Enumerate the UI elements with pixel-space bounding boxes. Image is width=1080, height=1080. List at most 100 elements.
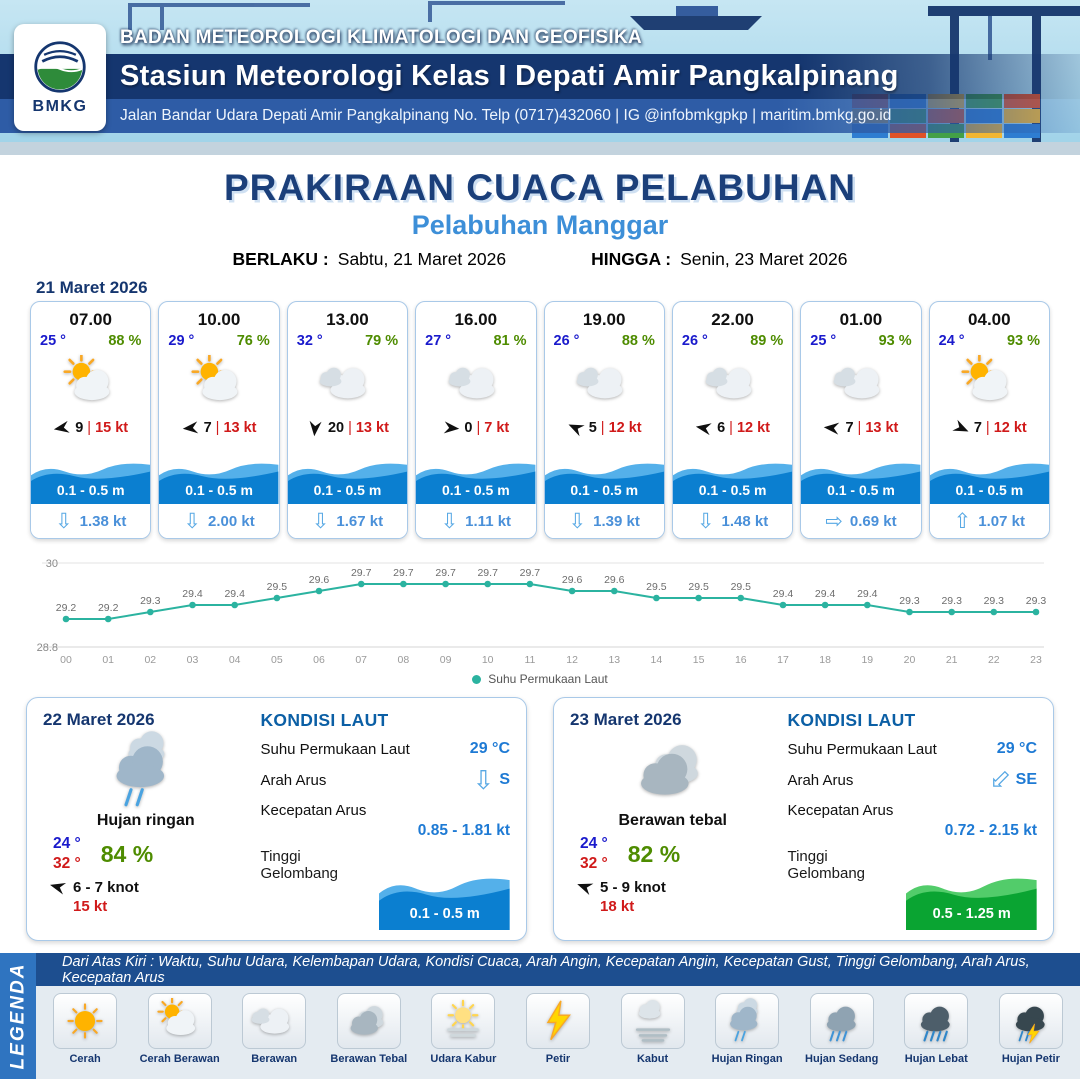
wave-height-band: 0.1 - 0.5 m <box>544 460 664 504</box>
day-condition: Berawan tebal <box>618 812 727 829</box>
current-direction-icon: ⇩ <box>696 509 715 533</box>
svg-text:29.6: 29.6 <box>604 574 625 586</box>
svg-text:01: 01 <box>102 654 114 666</box>
wind-speed: 7 <box>845 420 854 436</box>
wind-speed: 0 <box>464 420 473 436</box>
station-address: Jalan Bandar Udara Depati Amir Pangkalpi… <box>120 107 892 124</box>
current-direction-icon: ⇩ <box>183 509 202 533</box>
wind-row: 7 | 13 kt <box>159 419 278 437</box>
day-card-right: KONDISI LAUT Suhu Permukaan Laut 29 °C A… <box>260 710 510 930</box>
current-speed: 1.39 kt <box>593 512 640 530</box>
bmkg-logo-icon <box>34 41 86 93</box>
weather-icon <box>288 349 407 417</box>
day-humidity: 82 % <box>627 840 681 867</box>
day-wind-row: 5 - 9 knot <box>570 878 775 896</box>
svg-text:29.7: 29.7 <box>477 567 498 579</box>
wind-row: 20 | 13 kt <box>288 419 407 437</box>
day-stats: 24 ° 32 ° 82 % <box>570 835 775 873</box>
day-card-right: KONDISI LAUT Suhu Permukaan Laut 29 °C A… <box>787 710 1037 930</box>
current-row: ⇧ 1.07 kt <box>929 504 1049 538</box>
wind-direction-icon <box>823 419 841 437</box>
validity-line: BERLAKU : Sabtu, 21 Maret 2026 HINGGA : … <box>0 249 1080 271</box>
wind-gust-separator: | <box>985 420 990 436</box>
svg-text:28.8: 28.8 <box>37 642 58 654</box>
station-name: Stasiun Meteorologi Kelas I Depati Amir … <box>120 60 899 92</box>
svg-text:29.3: 29.3 <box>140 595 161 607</box>
svg-text:10: 10 <box>482 654 494 666</box>
legend-item-label: Petir <box>545 1053 571 1065</box>
sst-row: Suhu Permukaan Laut 29 °C <box>787 740 1037 758</box>
svg-text:29.4: 29.4 <box>857 588 878 600</box>
forecast-temp: 27 ° <box>425 333 452 349</box>
current-row: ⇩ 1.11 kt <box>416 504 536 538</box>
current-speed: 1.67 kt <box>336 512 384 530</box>
wave-height-value: 0.1 - 0.5 m <box>409 906 480 922</box>
legend-weather-icon <box>147 993 212 1049</box>
current-direction-row: Arah Arus ⇩ SE <box>787 762 1037 799</box>
weather-icon <box>570 730 775 812</box>
legend-item: Hujan Ringan <box>702 993 793 1065</box>
current-direction-label: Arah Arus <box>787 771 854 789</box>
wind-direction-icon <box>49 878 67 896</box>
wave-height-value: 0.1 - 0.5 m <box>313 482 382 498</box>
wave-height-band: 0.1 - 0.5 m <box>929 460 1049 504</box>
current-direction-value: SE <box>1015 771 1037 788</box>
legend-item: Cerah Berawan <box>134 993 225 1065</box>
bmkg-logo: BMKG <box>14 24 106 131</box>
wave-height-value: 0.1 - 0.5 m <box>185 482 253 498</box>
gust-speed: 13 kt <box>355 420 389 436</box>
current-speed: 0.69 kt <box>849 512 897 530</box>
legend-weather-icon <box>525 993 590 1049</box>
wave-height-band: 0.1 - 0.5 m <box>672 460 793 504</box>
legend-section: LEGENDA Dari Atas Kiri : Waktu, Suhu Uda… <box>0 953 1080 1079</box>
legend-item: Cerah <box>40 993 131 1065</box>
wave-height-value: 0.5 - 1.25 m <box>932 906 1011 922</box>
current-row: ⇩ 2.00 kt <box>159 504 279 538</box>
legend-item-label: Kabut <box>636 1053 669 1065</box>
forecast-time: 01.00 <box>839 310 883 329</box>
current-speed-label: Kecepatan Arus <box>787 802 894 819</box>
wave-height-band: 0.1 - 0.5 m <box>801 460 921 504</box>
forecast-humidity: 81 % <box>493 333 527 349</box>
svg-text:17: 17 <box>777 654 789 666</box>
wave-height-value: 0.1 - 0.5 m <box>56 482 125 498</box>
day-date: 22 Maret 2026 <box>43 710 155 729</box>
wind-gust-separator: | <box>348 420 352 436</box>
day-temps: 24 ° 32 ° <box>580 835 608 873</box>
svg-text:29.3: 29.3 <box>984 595 1005 607</box>
wind-direction-icon <box>442 419 460 437</box>
svg-text:06: 06 <box>313 654 325 666</box>
wind-direction-icon <box>695 419 713 437</box>
current-direction-icon: ⇩ <box>311 509 330 533</box>
wave-height-badge-art <box>379 874 510 930</box>
current-speed: 1.48 kt <box>721 512 769 530</box>
forecast-card-row: 07.00 25 ° 88 % 9 | 15 kt 0.1 - 0.5 m ⇩ … <box>0 301 1080 539</box>
sst-label: Suhu Permukaan Laut <box>787 740 937 758</box>
svg-text:29.6: 29.6 <box>309 574 330 586</box>
wave-height-badge-art <box>906 874 1037 930</box>
sst-chart-plot: 30 28.8 29.2 00 29.2 01 29.3 02 29.4 03 29.4 04 29.5… <box>37 558 1047 666</box>
svg-text:20: 20 <box>904 654 916 666</box>
temp-humidity-row: 26 ° 88 % <box>545 330 664 349</box>
wind-speed: 6 <box>717 420 726 436</box>
legend-item-label: Hujan Sedang <box>805 1053 879 1065</box>
svg-text:23: 23 <box>1030 654 1042 666</box>
gust-speed: 7 kt <box>484 420 510 436</box>
wind-gust-separator: | <box>215 420 220 436</box>
gust-speed: 12 kt <box>736 420 771 436</box>
sst-value: 29 °C <box>469 740 510 757</box>
forecast-temp: 26 ° <box>553 333 580 349</box>
forecast-temp: 25 ° <box>810 333 837 349</box>
temp-humidity-row: 25 ° 88 % <box>31 330 150 349</box>
svg-text:29.3: 29.3 <box>899 595 920 607</box>
current-row: ⇨ 0.69 kt <box>801 504 921 538</box>
wave-band-art <box>672 460 793 504</box>
wind-direction-icon <box>182 419 200 437</box>
day-temp-max: 32 ° <box>580 855 608 872</box>
legend-item: Berawan Tebal <box>323 993 414 1065</box>
legend-right: Dari Atas Kiri : Waktu, Suhu Udara, Kele… <box>36 953 1080 1079</box>
day-gust: 15 kt <box>73 898 108 915</box>
gust-speed: 12 kt <box>608 420 642 436</box>
bmkg-logo-label: BMKG <box>32 98 88 115</box>
